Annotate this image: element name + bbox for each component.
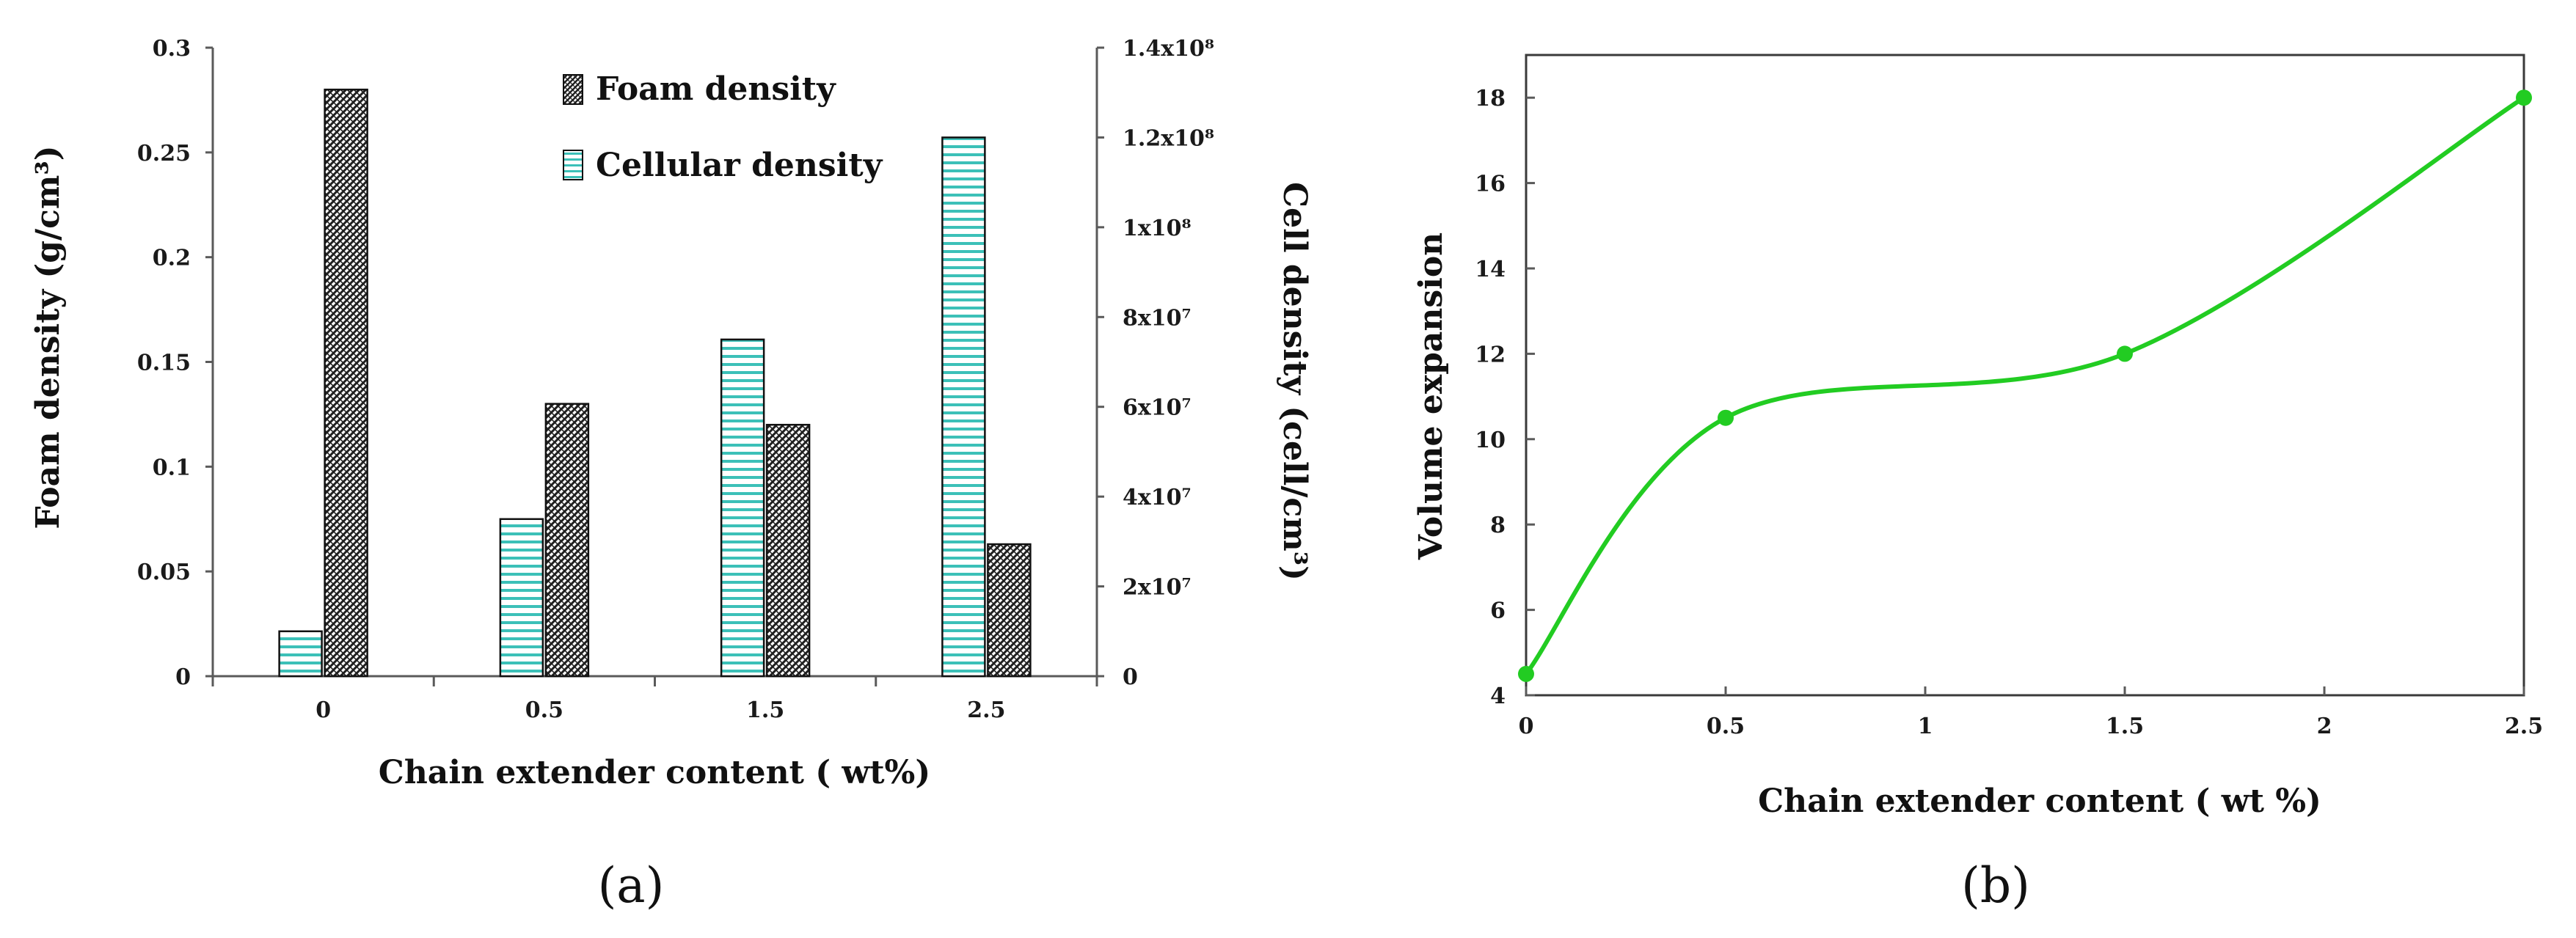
data-point (1518, 665, 1534, 682)
bar-cellular-density (278, 630, 323, 678)
legend: Foam density Cellular density (563, 70, 883, 184)
panel-label-a: (a) (598, 857, 665, 914)
legend-swatch-foam-density (563, 74, 583, 105)
y-tick-label-right: 2x10⁷ (1123, 575, 1192, 601)
y-tick-label-b: 12 (1475, 342, 1506, 367)
x-axis-title-b: Chain extender content ( wt %) (1758, 783, 2321, 820)
x-tick-label-b: 0 (1519, 714, 1534, 739)
bar-foam-density (324, 88, 368, 678)
y-tick-label-b: 16 (1475, 172, 1506, 197)
y-tick-label-left: 0 (175, 664, 191, 690)
data-point (2117, 345, 2133, 362)
x-tick-label-b: 2 (2317, 714, 2332, 739)
y-tick-label-left: 0.3 (153, 36, 191, 62)
x-tick-label-b: 0.5 (1707, 714, 1745, 739)
y-axis-title-right: Cell density (cell/cm³) (1276, 182, 1313, 581)
y-tick-label-b: 10 (1475, 428, 1506, 453)
y-tick-label-left: 0.25 (137, 141, 191, 166)
y-tick-label-left: 0.1 (153, 455, 191, 480)
legend-swatch-cellular-density (563, 150, 583, 180)
x-tick-label-b: 1 (1918, 714, 1933, 739)
legend-label-foam-density: Foam density (596, 70, 836, 108)
y-tick-label-left: 0.2 (153, 246, 191, 271)
panel-label-b: (b) (1961, 857, 2030, 914)
y-tick-label-b: 14 (1475, 257, 1506, 282)
bar-foam-density (765, 423, 811, 678)
x-tick-label: 0.5 (525, 697, 563, 723)
y-axis-title-left: Foam density (g/cm³) (29, 145, 67, 529)
bar-cellular-density (720, 338, 765, 678)
data-point (2516, 89, 2532, 106)
x-tick-label-b: 2.5 (2505, 714, 2543, 739)
bar-foam-density (987, 543, 1032, 678)
series-line-volume-expansion (1524, 95, 2525, 675)
y-tick-label-right: 1.2x10⁸ (1123, 125, 1214, 151)
panel-a-bars (278, 88, 1032, 678)
y-tick-label-right: 8x10⁷ (1123, 305, 1192, 331)
y-tick-label-left: 0.15 (137, 351, 191, 376)
panel-b-tick-labels: 0 0.5 1 1.5 2 2.5 4 6 8 10 12 14 16 18 (1475, 86, 2543, 739)
bar-cellular-density (499, 518, 544, 678)
y-tick-label-b: 18 (1475, 86, 1506, 111)
y-tick-label-right: 1x10⁸ (1123, 216, 1192, 241)
y-tick-label-right: 4x10⁷ (1123, 485, 1192, 510)
y-tick-label-right: 6x10⁷ (1123, 395, 1192, 421)
panel-b-series (1518, 89, 2532, 682)
y-tick-label-right: 1.4x10⁸ (1123, 36, 1214, 62)
x-tick-label: 1.5 (746, 697, 784, 723)
x-axis-title-a: Chain extender content ( wt%) (379, 754, 930, 791)
panel-b-axes (1525, 54, 2525, 697)
y-tick-label-b: 4 (1490, 684, 1506, 709)
legend-label-cellular-density: Cellular density (596, 147, 883, 184)
plot-frame (1525, 54, 2525, 697)
y-tick-label-left: 0.05 (137, 560, 191, 585)
line-chart-panel: 0 0.5 1 1.5 2 2.5 4 6 8 10 12 14 16 18 Chain extender… (1412, 54, 2543, 914)
panel-a-tick-labels: 0 0.05 0.1 0.15 0.2 0.25 0.3 0 2x10⁷ 4x10⁷ 6x10⁷ 8x… (137, 36, 1214, 723)
x-tick-label: 0 (315, 697, 331, 723)
x-tick-label-b: 1.5 (2106, 714, 2144, 739)
x-tick-label: 2.5 (967, 697, 1005, 723)
y-tick-label-b: 6 (1490, 598, 1506, 624)
y-tick-label-right: 0 (1123, 664, 1138, 690)
data-point (1718, 409, 1734, 426)
y-tick-label-b: 8 (1490, 513, 1506, 538)
y-axis-title-b: Volume expansion (1412, 232, 1450, 560)
bar-chart-panel: 0 0.05 0.1 0.15 0.2 0.25 0.3 0 2x10⁷ 4x10⁷ 6x10⁷ 8x… (29, 36, 1313, 914)
bar-foam-density (544, 403, 590, 678)
bar-cellular-density (941, 136, 986, 678)
